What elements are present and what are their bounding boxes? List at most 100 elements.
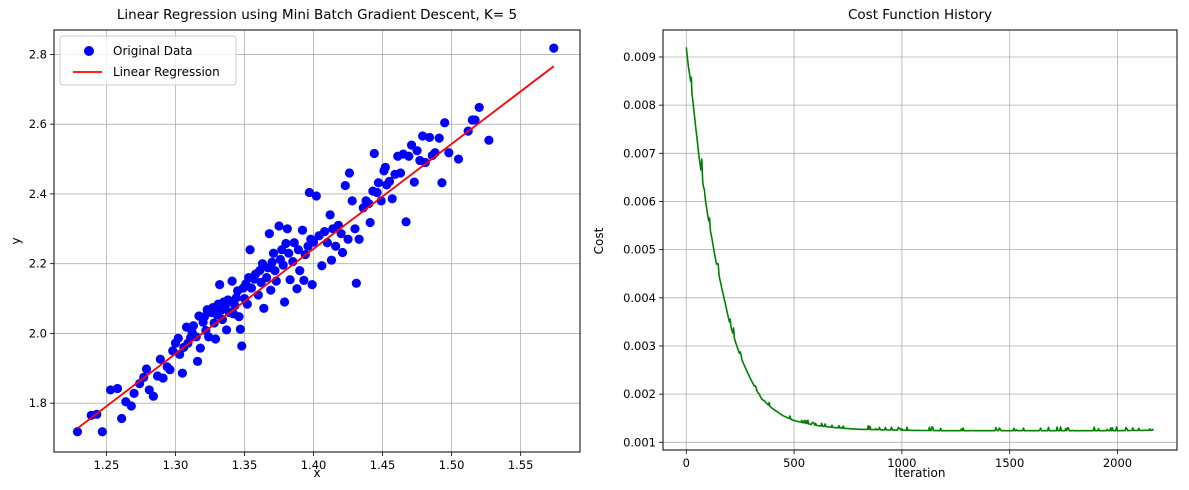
data-point (117, 413, 127, 424)
data-point (549, 43, 559, 53)
data-point (292, 284, 302, 294)
data-point (354, 234, 364, 244)
data-point (158, 373, 168, 383)
data-point (295, 266, 305, 276)
data-point (304, 187, 315, 198)
x-tick-label: 1.40 (301, 458, 327, 472)
data-point (365, 217, 375, 228)
x-axis-ticks: 0 500 1000 1500 2000 (683, 450, 1132, 470)
data-point (173, 333, 183, 343)
y-axis-label: Cost (592, 227, 606, 254)
y-axis-ticks: 0.001 0.002 0.003 0.004 0.005 0.006 0.007 0.008… (623, 50, 663, 449)
data-point (351, 278, 361, 288)
data-point (440, 118, 450, 128)
data-point (424, 132, 435, 143)
data-point (474, 102, 484, 113)
data-point (319, 226, 330, 237)
y-axis-label: y (9, 237, 23, 244)
legend-box (59, 35, 237, 86)
data-point (97, 427, 107, 437)
data-point (195, 343, 205, 353)
data-point (444, 148, 454, 158)
grid (663, 30, 1177, 450)
data-point (325, 210, 335, 220)
x-tick-label: 500 (783, 456, 805, 470)
y-tick-label: 0.004 (623, 291, 656, 305)
data-point (293, 245, 303, 255)
chart-title: Linear Regression using Mini Batch Gradi… (117, 7, 517, 23)
data-point (418, 131, 428, 141)
data-point (234, 312, 244, 322)
data-point (155, 354, 165, 364)
scatter-points (72, 43, 559, 437)
y-tick-label: 2.2 (29, 257, 47, 271)
data-point (387, 194, 397, 204)
data-point (227, 276, 237, 286)
data-point (340, 180, 350, 191)
data-point (369, 148, 379, 159)
data-point (274, 221, 284, 231)
x-axis-label: x (313, 466, 320, 480)
data-point (453, 154, 464, 164)
data-point (210, 334, 221, 344)
y-tick-label: 0.009 (623, 50, 656, 64)
data-point (188, 321, 199, 331)
axes-frame (662, 29, 1178, 451)
regression-line-segment (76, 65, 555, 430)
data-point (380, 162, 390, 173)
cost-curve (685, 47, 1155, 432)
x-tick-label: 1.30 (163, 458, 189, 472)
y-tick-label: 2.0 (29, 326, 47, 340)
regression-line (76, 65, 555, 430)
data-point (259, 303, 269, 313)
x-tick-label: 1000 (887, 456, 916, 470)
axes-frame (53, 29, 581, 453)
data-point (279, 297, 290, 307)
data-point (344, 168, 355, 178)
data-point (437, 178, 447, 188)
y-tick-label: 0.008 (623, 98, 656, 112)
data-point (177, 368, 187, 378)
y-tick-label: 0.001 (623, 435, 656, 449)
data-point (336, 229, 346, 239)
y-axis-ticks: 1.8 2.0 2.2 2.4 2.6 2.8 (29, 47, 54, 410)
legend-label-original-data: Original Data (113, 44, 192, 58)
data-point (165, 365, 175, 375)
data-point (237, 341, 247, 351)
plot-area (663, 30, 1177, 450)
data-point (331, 241, 341, 251)
x-tick-label: 1.45 (370, 458, 396, 472)
legend-label-linear-regression: Linear Regression (113, 65, 220, 79)
y-tick-label: 2.8 (29, 47, 47, 61)
x-tick-label: 1.35 (232, 458, 258, 472)
data-point (307, 279, 317, 290)
data-point (372, 187, 382, 198)
scatter-marker-icon (84, 46, 94, 56)
y-tick-label: 0.002 (623, 387, 656, 401)
x-tick-label: 1500 (995, 456, 1024, 470)
y-tick-label: 0.003 (623, 339, 656, 353)
y-tick-label: 1.8 (29, 396, 47, 410)
data-point (401, 217, 411, 227)
data-point (246, 283, 257, 293)
data-point (255, 266, 265, 276)
data-point (322, 238, 332, 248)
data-point (268, 248, 279, 258)
data-point (270, 266, 280, 276)
data-point (347, 196, 357, 206)
data-point (231, 293, 241, 303)
data-point (434, 133, 444, 143)
data-point (343, 234, 353, 244)
chart-title: Cost Function History (848, 7, 992, 23)
x-axis-label: Iteration (895, 466, 946, 480)
y-tick-label: 0.005 (623, 243, 656, 257)
data-point (235, 324, 245, 334)
data-point (326, 255, 337, 265)
regression-plot: 1.25 1.30 1.35 1.40 1.45 1.50 1.55 1.8 2.0 2.2 2.… (9, 7, 581, 480)
data-point (129, 388, 139, 399)
x-tick-label: 0 (683, 456, 690, 470)
y-tick-label: 0.007 (623, 146, 656, 160)
data-point (204, 332, 214, 342)
data-point (126, 401, 136, 411)
